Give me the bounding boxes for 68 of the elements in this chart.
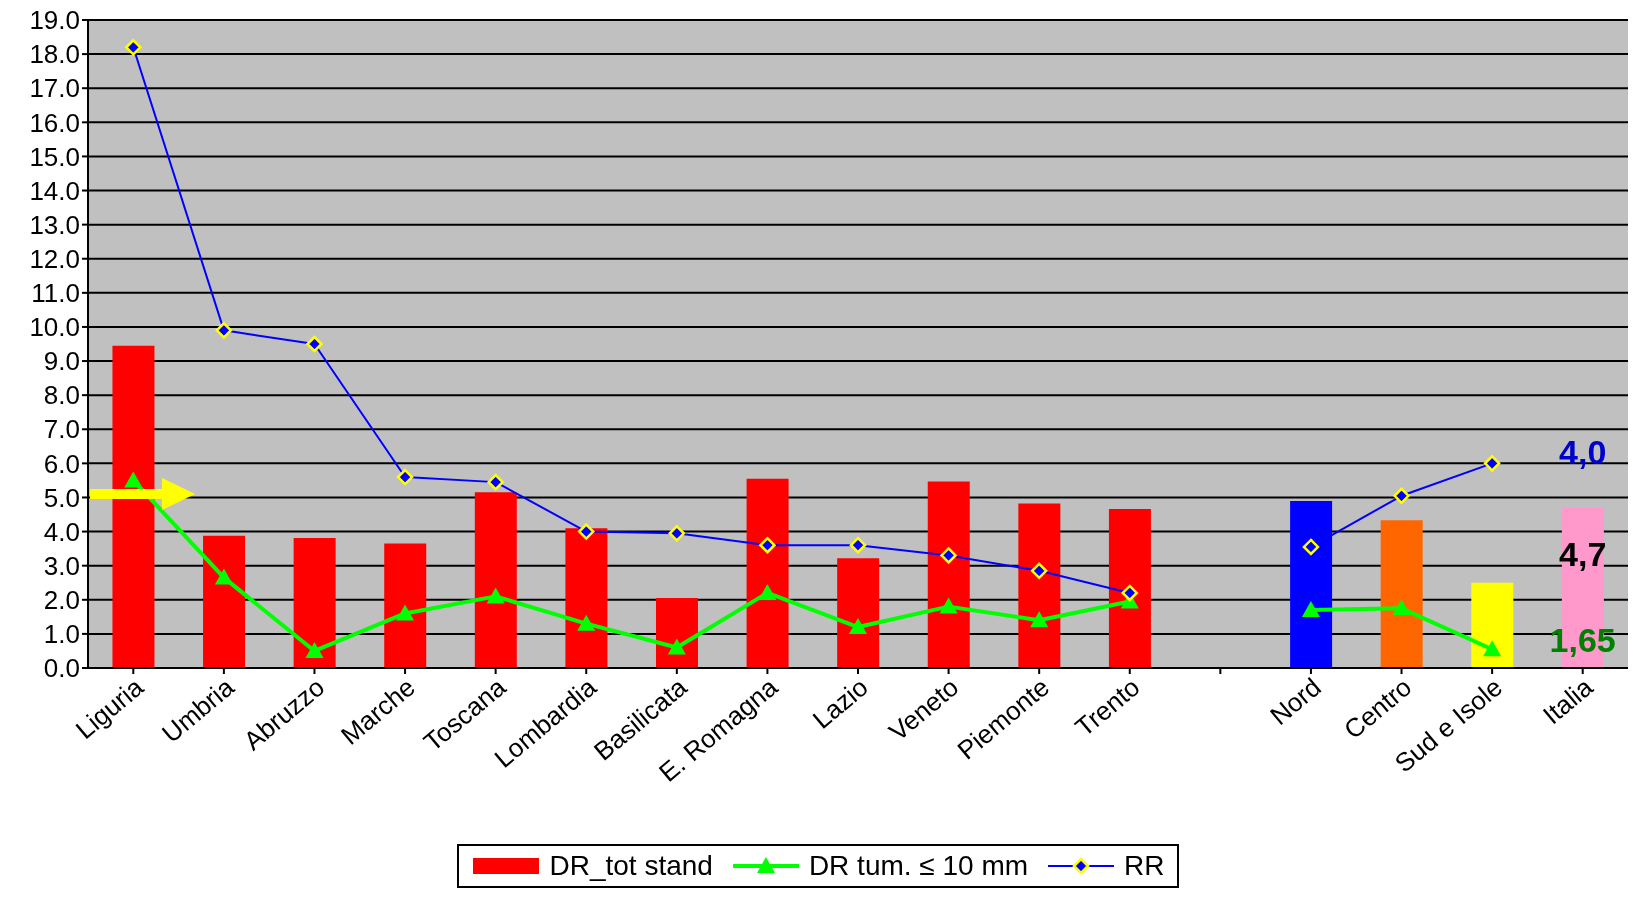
legend-label: DR_tot stand	[549, 850, 713, 882]
y-tick-label: 4.0	[43, 516, 80, 547]
y-tick-label: 17.0	[29, 73, 80, 104]
point	[1301, 601, 1320, 618]
legend-label: DR tum. ≤ 10 mm	[808, 850, 1029, 882]
point	[215, 322, 233, 339]
point	[939, 597, 958, 614]
point	[849, 536, 867, 554]
point	[1393, 487, 1410, 505]
point	[577, 614, 596, 631]
point	[849, 618, 867, 635]
point	[396, 468, 414, 486]
y-tick-label: 7.0	[43, 414, 80, 445]
legend-label: RR	[1124, 850, 1165, 882]
point	[667, 638, 686, 655]
y-tick-label: 6.0	[43, 448, 80, 479]
point	[1030, 611, 1049, 628]
y-tick-label: 10.0	[29, 312, 80, 343]
y-tick-label: 8.0	[43, 380, 80, 411]
point	[214, 568, 233, 585]
point	[1392, 599, 1411, 616]
point	[1302, 538, 1320, 556]
y-tick-label: 18.0	[29, 39, 80, 70]
y-tick-label: 12.0	[29, 243, 80, 274]
bar	[293, 538, 336, 668]
point	[125, 39, 142, 56]
point	[759, 536, 776, 554]
bar	[203, 535, 246, 668]
annotation: 4,0	[1558, 433, 1608, 473]
annotation: 1,65	[1548, 620, 1617, 660]
y-tick-label: 0.0	[43, 653, 80, 684]
y-tick-label: 2.0	[43, 585, 80, 616]
bar	[837, 558, 880, 668]
bar	[565, 528, 608, 668]
y-tick-label: 14.0	[29, 175, 80, 206]
point	[306, 335, 323, 353]
y-tick-label: 13.0	[29, 209, 80, 240]
bar	[1018, 503, 1061, 668]
y-tick-label: 1.0	[43, 619, 80, 650]
point	[758, 583, 777, 600]
point	[1030, 562, 1048, 580]
y-tick-label: 3.0	[43, 550, 80, 581]
bar	[1471, 582, 1514, 668]
point	[668, 525, 686, 542]
point	[1483, 640, 1502, 657]
point	[396, 604, 415, 621]
y-tick-label: 19.0	[29, 5, 80, 36]
x-tick-label: Italia	[1537, 671, 1599, 731]
y-tick-label: 9.0	[43, 346, 80, 377]
bar	[746, 478, 789, 668]
y-tick-label: 15.0	[29, 141, 80, 172]
point	[305, 641, 324, 658]
point	[940, 547, 957, 564]
point	[124, 471, 143, 488]
y-tick-label: 16.0	[29, 107, 80, 138]
y-tick-label: 5.0	[43, 482, 80, 513]
point	[1121, 584, 1139, 602]
point	[486, 587, 505, 604]
bar	[1108, 509, 1151, 668]
bar	[927, 481, 970, 668]
y-tick-label: 11.0	[31, 278, 80, 309]
point	[487, 473, 504, 491]
bar	[474, 492, 517, 668]
bar	[1380, 520, 1423, 668]
annotation: 4,7	[1558, 535, 1608, 575]
point	[1483, 455, 1501, 472]
point	[577, 523, 595, 540]
bar	[384, 543, 427, 668]
